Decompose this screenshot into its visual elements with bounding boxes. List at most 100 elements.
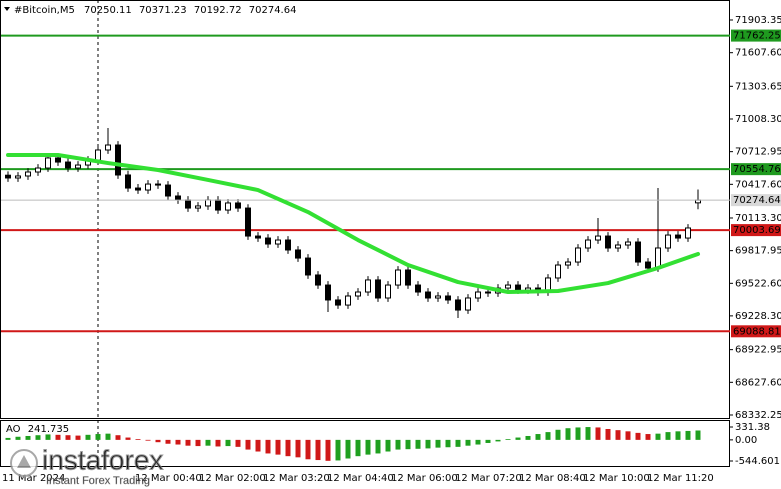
ao-bar [375, 439, 381, 454]
chart-title: #Bitcoin,M5 [14, 5, 75, 16]
ao-bar [365, 439, 371, 455]
candle-body [75, 164, 81, 169]
ao-bar [565, 428, 571, 440]
candle-body [385, 284, 391, 299]
y-tick-label: 68332.25 [735, 410, 781, 421]
ao-bar [455, 439, 461, 447]
y-tick-label: 69817.95 [735, 246, 781, 257]
ao-bar [255, 439, 261, 452]
ao-bar [665, 432, 671, 440]
ao-bar [425, 439, 431, 449]
ao-bar [55, 434, 61, 440]
candle-body [375, 279, 381, 299]
ao-bar [325, 439, 331, 461]
ao-bar [415, 439, 421, 449]
ao-bar [635, 432, 641, 440]
header-open: 70250.11 [84, 5, 132, 16]
ao-y-tick-label: -544.601 [735, 456, 780, 467]
candle-body [115, 144, 121, 176]
candle-body [635, 241, 641, 263]
ao-bar [45, 434, 51, 440]
level-label: 70003.69 [733, 225, 781, 236]
candle-body [185, 199, 191, 209]
ao-bar [305, 439, 311, 460]
ao-bar [555, 429, 561, 440]
x-tick-label: 12 Mar 07:20 [455, 473, 522, 484]
ao-bar [475, 439, 481, 445]
ao-bar [235, 439, 241, 447]
candle-body [475, 291, 481, 299]
menu-arrow [4, 7, 10, 11]
ao-bar [115, 435, 121, 440]
candle-body [645, 261, 651, 269]
ao-bar [95, 434, 101, 440]
ao-bar [615, 430, 621, 440]
x-tick-label: 12 Mar 03:20 [263, 473, 330, 484]
candle-body [275, 239, 281, 245]
current-price-label: 70274.64 [733, 195, 781, 206]
candle-body [585, 239, 591, 249]
ao-bar [135, 439, 141, 440]
candle-body [135, 187, 141, 191]
candle-body [315, 274, 321, 286]
ao-bar [175, 439, 181, 445]
level-box [731, 325, 781, 338]
ao-bar [385, 439, 391, 452]
y-tick-label: 70417.60 [735, 179, 781, 190]
ao-bar [195, 439, 201, 447]
ao-bar [145, 439, 151, 441]
candle-body [435, 295, 441, 299]
candle-body [35, 167, 41, 173]
candle-body [105, 144, 111, 151]
ao-header: AO 241.735 [6, 424, 69, 435]
ao-bar [265, 439, 271, 454]
ao-y-tick-label: 331.38 [735, 422, 770, 433]
candle-body [455, 299, 461, 311]
ao-bar [85, 434, 91, 440]
candle-body [665, 234, 671, 249]
ao-bar [105, 433, 111, 440]
ao-bar [535, 434, 541, 440]
candle-body [235, 202, 241, 209]
ao-y-tick-label: 0.00 [735, 435, 757, 446]
ao-bar [25, 435, 31, 440]
level-label: 69088.81 [733, 326, 781, 337]
candle-body [5, 174, 11, 179]
candle-body [655, 247, 661, 269]
ao-bar [205, 439, 211, 446]
ao-bar [465, 439, 471, 446]
ao-bar [685, 430, 691, 440]
ao-bar [5, 437, 11, 440]
candle-body [425, 291, 431, 299]
ao-frame [0, 420, 730, 467]
watermark: instaforex Instant Forex Trading [10, 444, 164, 487]
ao-bar [245, 439, 251, 450]
header-low: 70192.72 [194, 5, 242, 16]
ao-bar [395, 439, 401, 450]
ao-bar [75, 435, 81, 440]
candle-body [565, 261, 571, 266]
x-tick-label: 12 Mar 08:40 [519, 473, 586, 484]
candle-body [65, 161, 71, 169]
candle-body [595, 235, 601, 241]
candle-body [345, 295, 351, 306]
ao-bar [575, 427, 581, 440]
ao-bar [515, 437, 521, 440]
y-tick-label: 71303.65 [735, 81, 781, 92]
candle-body [145, 183, 151, 191]
ao-bar [345, 439, 351, 459]
ao-bar [65, 435, 71, 440]
candle-body [255, 235, 261, 239]
ao-bar [215, 439, 221, 447]
candle-body [285, 239, 291, 251]
ao-bar [595, 427, 601, 440]
ao-bar [485, 439, 491, 443]
level-label: 70554.76 [733, 164, 781, 175]
candle-body [625, 241, 631, 246]
candle-body [325, 284, 331, 301]
x-tick-label: 12 Mar 00:40 [135, 473, 202, 484]
moving-average [6, 152, 700, 295]
candle-body [205, 199, 211, 207]
candle-body [605, 235, 611, 249]
